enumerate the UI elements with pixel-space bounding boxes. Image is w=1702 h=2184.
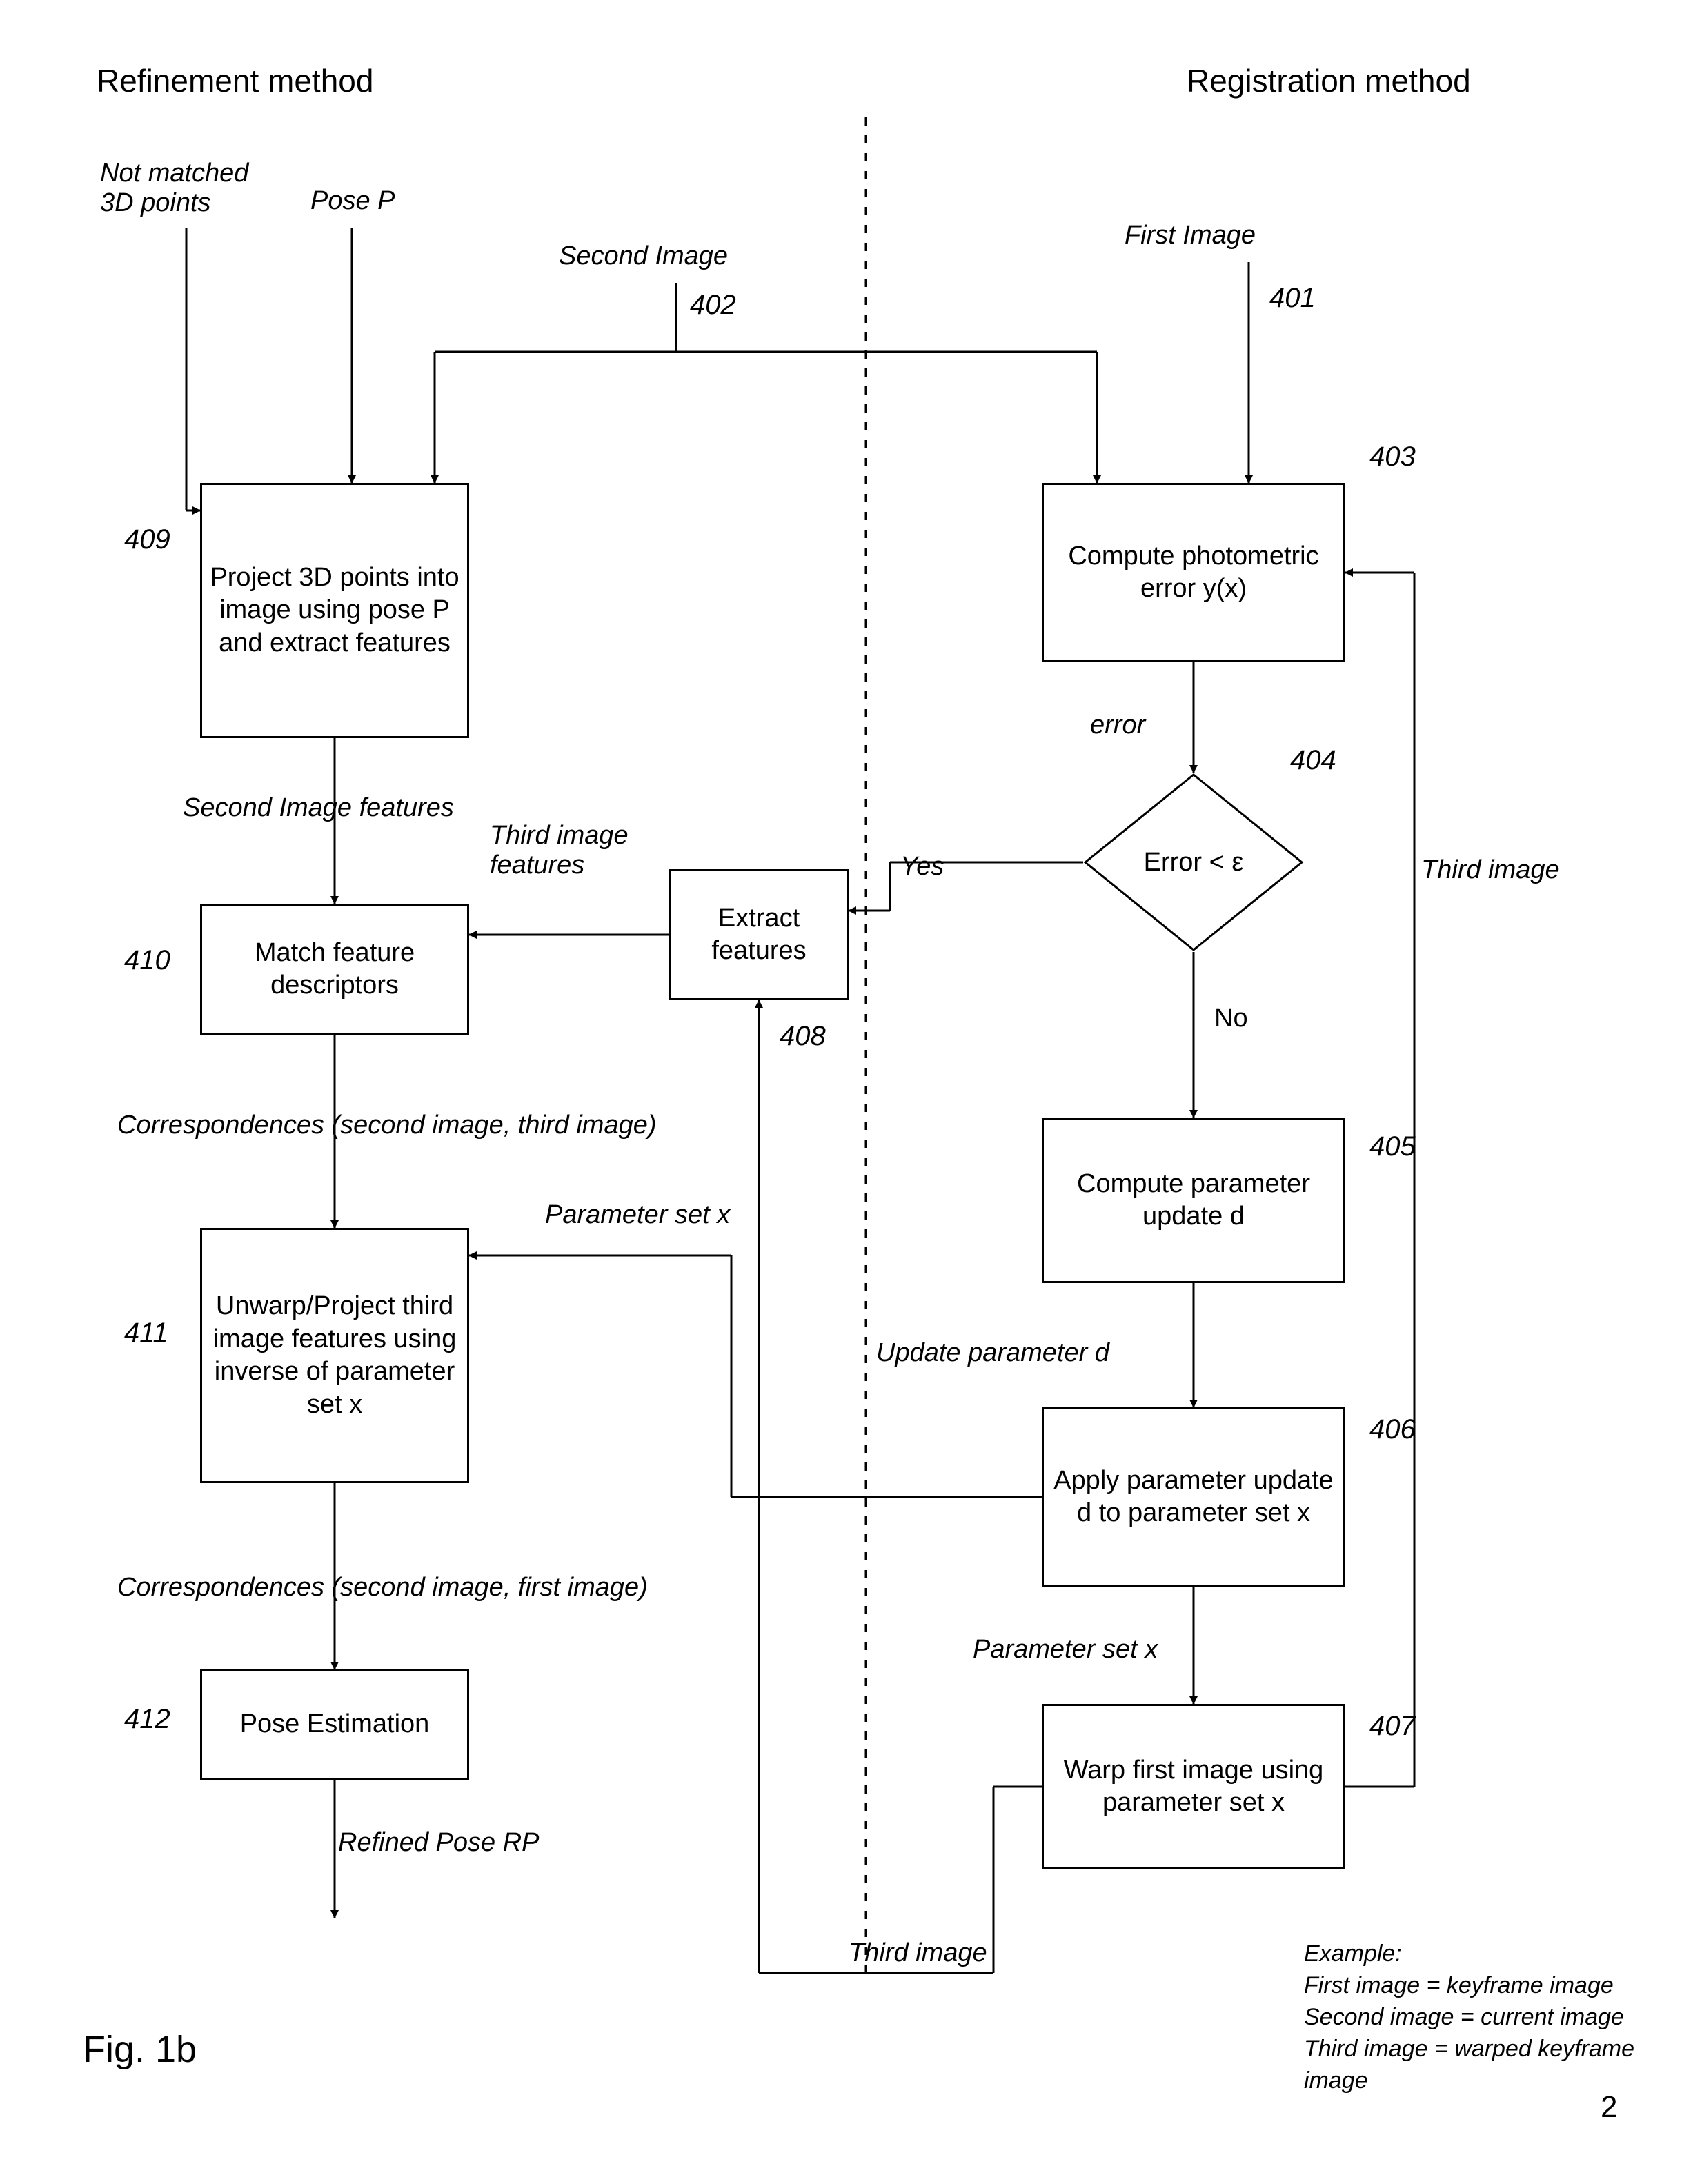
num-401: 401 — [1269, 283, 1316, 314]
node-404-text: Error < ε — [1144, 848, 1244, 877]
num-409: 409 — [124, 524, 170, 555]
node-411: Unwarp/Project third image features usin… — [200, 1228, 469, 1483]
label-param-x-right: Parameter set x — [973, 1635, 1158, 1665]
node-405: Compute parameter update d — [1042, 1118, 1345, 1283]
label-third-image-bottom: Third image — [849, 1938, 987, 1968]
num-412: 412 — [124, 1704, 170, 1735]
node-409: Project 3D points into image using pose … — [200, 483, 469, 738]
num-411: 411 — [124, 1318, 168, 1349]
title-registration: Registration method — [1187, 62, 1471, 99]
flowchart-diagram: Refinement method Registration method No… — [28, 28, 1670, 2152]
node-412: Pose Estimation — [200, 1669, 469, 1780]
node-403: Compute photometric error y(x) — [1042, 483, 1345, 662]
label-pose-p: Pose P — [310, 186, 395, 216]
label-third-img-features: Third image features — [490, 821, 629, 880]
label-second-image: Second Image — [559, 241, 728, 271]
example-block: Example: First image = keyframe image Se… — [1304, 1938, 1670, 2096]
title-refinement: Refinement method — [97, 62, 373, 99]
label-first-image: First Image — [1125, 221, 1256, 250]
example-line2: Second image = current image — [1304, 2002, 1670, 2034]
label-yes: Yes — [900, 852, 944, 882]
num-406: 406 — [1369, 1414, 1416, 1445]
page-number: 2 — [1601, 2090, 1617, 2125]
label-no: No — [1214, 1004, 1248, 1033]
num-402: 402 — [690, 290, 736, 321]
node-406: Apply parameter update d to parameter se… — [1042, 1407, 1345, 1587]
label-corr-21: Correspondences (second image, first ima… — [117, 1573, 648, 1602]
label-second-img-features: Second Image features — [183, 793, 454, 823]
num-407: 407 — [1369, 1711, 1416, 1742]
label-param-x-left: Parameter set x — [545, 1200, 730, 1230]
node-404: Error < ε — [1083, 773, 1304, 952]
example-line1: First image = keyframe image — [1304, 1970, 1670, 2002]
num-408: 408 — [780, 1021, 826, 1052]
label-third-image-right: Third image — [1421, 855, 1560, 885]
label-not-matched-3d: Not matched 3D points — [100, 159, 248, 218]
example-line3: Third image = warped keyframe image — [1304, 2034, 1670, 2097]
connectors — [28, 28, 1670, 2152]
node-407: Warp first image using parameter set x — [1042, 1704, 1345, 1869]
label-update-param-d: Update parameter d — [876, 1338, 1109, 1368]
node-408: Extract features — [669, 869, 849, 1000]
label-refined-pose: Refined Pose RP — [338, 1828, 540, 1858]
label-error: error — [1090, 711, 1145, 740]
label-corr-23: Correspondences (second image, third ima… — [117, 1111, 657, 1140]
num-403: 403 — [1369, 441, 1416, 473]
num-404: 404 — [1290, 745, 1336, 776]
num-410: 410 — [124, 945, 170, 976]
num-405: 405 — [1369, 1131, 1416, 1162]
node-410: Match feature descriptors — [200, 904, 469, 1035]
figure-label: Fig. 1b — [83, 2028, 197, 2071]
example-heading: Example: — [1304, 1938, 1670, 1970]
